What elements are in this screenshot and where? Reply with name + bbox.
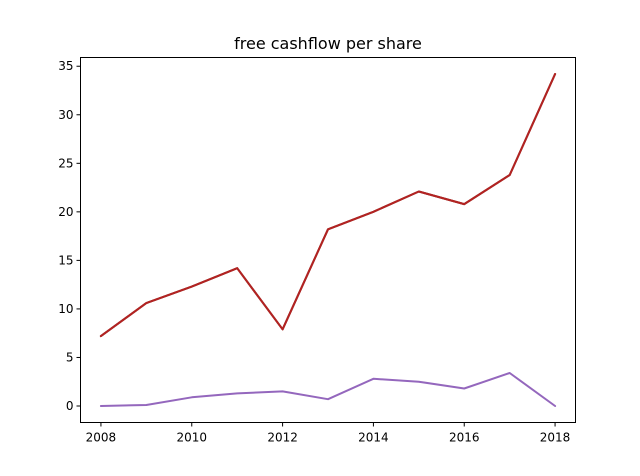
x-axis: 2008 2010 2012 2014 2016 2018 (86, 422, 571, 445)
x-tick-label: 2010 (176, 431, 207, 445)
y-tick-label: 5 (66, 350, 74, 364)
y-tick-label: 10 (58, 302, 73, 316)
series-line-3 (99, 73, 557, 338)
series-line-1 (99, 73, 557, 338)
y-tick-label: 35 (58, 59, 73, 73)
plot-frame (80, 57, 576, 423)
x-tick-label: 2018 (540, 431, 571, 445)
y-tick-label: 0 (66, 399, 74, 413)
y-tick-label: 20 (58, 205, 73, 219)
series-layer (99, 73, 557, 407)
y-tick-label: 30 (58, 108, 73, 122)
y-axis: 0 5 10 15 20 25 30 35 (58, 59, 81, 413)
x-tick-label: 2012 (267, 431, 298, 445)
series-line-4 (99, 372, 557, 407)
chart-title: free cashflow per share (234, 34, 422, 53)
y-tick-label: 15 (58, 253, 73, 267)
y-tick-label: 25 (58, 156, 73, 170)
x-tick-label: 2008 (86, 431, 117, 445)
x-tick-label: 2016 (449, 431, 480, 445)
series-line-2 (99, 73, 557, 338)
x-tick-label: 2014 (358, 431, 389, 445)
